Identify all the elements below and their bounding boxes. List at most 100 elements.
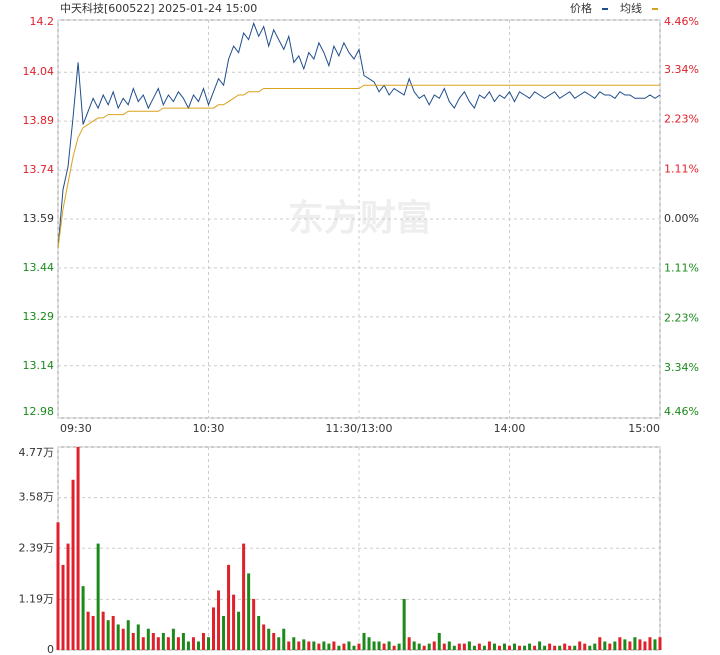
volume-bar bbox=[237, 611, 241, 650]
volume-bar bbox=[217, 590, 221, 650]
volume-bar bbox=[262, 624, 266, 650]
volume-bar bbox=[588, 645, 592, 650]
volume-bar bbox=[71, 479, 75, 650]
y-tick-label: 14.04 bbox=[23, 65, 55, 78]
y2-tick-label: 2.23% bbox=[664, 113, 699, 126]
volume-bar bbox=[382, 643, 386, 650]
volume-bar bbox=[402, 598, 406, 650]
volume-bar bbox=[487, 641, 491, 650]
volume-bar bbox=[247, 573, 251, 650]
volume-bar bbox=[171, 628, 175, 650]
volume-bar bbox=[518, 645, 522, 650]
volume-bar bbox=[196, 641, 200, 650]
volume-bar bbox=[201, 632, 205, 650]
y2-tick-label: 1.11% bbox=[664, 162, 699, 175]
volume-bar bbox=[533, 645, 537, 650]
volume-bar bbox=[613, 641, 617, 650]
volume-bar bbox=[543, 645, 547, 650]
volume-bar bbox=[437, 632, 441, 650]
x-tick-label: 15:00 bbox=[628, 422, 660, 435]
volume-bar bbox=[447, 641, 451, 650]
volume-bar bbox=[267, 628, 271, 650]
volume-bar bbox=[186, 641, 190, 650]
volume-bar bbox=[553, 645, 557, 650]
volume-bar bbox=[357, 643, 361, 650]
volume-bar bbox=[317, 643, 321, 650]
y-tick-label: 13.59 bbox=[23, 212, 55, 225]
volume-bar bbox=[372, 641, 376, 650]
volume-bar bbox=[232, 594, 236, 650]
x-tick-label: 14:00 bbox=[494, 422, 526, 435]
legend-label: 均线 bbox=[620, 1, 642, 15]
volume-bar bbox=[116, 624, 120, 650]
volume-bar bbox=[161, 632, 165, 650]
volume-bar bbox=[538, 641, 542, 650]
volume-bar bbox=[397, 643, 401, 650]
volume-bar bbox=[227, 564, 231, 650]
volume-bar bbox=[131, 632, 135, 650]
volume-bar bbox=[392, 645, 396, 650]
volume-bar bbox=[608, 643, 612, 650]
y-tick-label: 14.2 bbox=[30, 15, 55, 28]
volume-bar bbox=[91, 615, 95, 650]
volume-bar bbox=[482, 645, 486, 650]
price-line bbox=[57, 84, 660, 249]
chart-title: 中天科技[600522] 2025-01-24 15:00 bbox=[60, 1, 257, 15]
volume-bar bbox=[633, 637, 637, 650]
volume-bar bbox=[121, 628, 125, 650]
volume-bar bbox=[638, 639, 642, 650]
volume-bar bbox=[156, 637, 160, 650]
y-tick-label: 2.39万 bbox=[19, 541, 55, 554]
volume-bar bbox=[598, 637, 602, 650]
watermark: 东方财富 bbox=[288, 197, 432, 239]
volume-bar bbox=[583, 643, 587, 650]
volume-bar bbox=[282, 628, 286, 650]
volume-bar bbox=[578, 641, 582, 650]
volume-bar bbox=[367, 637, 371, 650]
volume-bar bbox=[61, 564, 65, 650]
volume-bar bbox=[212, 607, 216, 650]
volume-bar bbox=[106, 620, 110, 650]
volume-bar bbox=[207, 637, 210, 650]
volume-bar bbox=[417, 643, 421, 650]
volume-bar bbox=[252, 598, 256, 650]
volume-bar bbox=[558, 645, 562, 650]
volume-bar bbox=[377, 641, 381, 650]
x-tick-label: 09:30 bbox=[60, 422, 92, 435]
volume-bar bbox=[86, 611, 90, 650]
volume-bar bbox=[422, 645, 426, 650]
volume-bar bbox=[477, 643, 481, 650]
volume-bar bbox=[623, 639, 627, 650]
volume-bar bbox=[412, 641, 416, 650]
volume-bar bbox=[407, 637, 411, 650]
volume-bar bbox=[442, 643, 446, 650]
volume-bar bbox=[222, 615, 226, 650]
volume-bar bbox=[56, 522, 60, 650]
volume-bar bbox=[492, 643, 496, 650]
volume-bar bbox=[81, 586, 85, 650]
price-line bbox=[57, 21, 661, 249]
volume-bar bbox=[593, 643, 597, 650]
y2-tick-label: 3.34% bbox=[664, 63, 699, 76]
volume-bar bbox=[658, 637, 662, 650]
volume-bar bbox=[523, 645, 527, 650]
volume-bar bbox=[342, 643, 346, 650]
y2-tick-label: 2.23% bbox=[664, 312, 699, 325]
volume-bar bbox=[141, 637, 145, 650]
volume-bar bbox=[648, 637, 652, 650]
volume-bar bbox=[297, 641, 301, 650]
volume-bar bbox=[176, 637, 180, 650]
y-tick-label: 12.98 bbox=[23, 405, 55, 418]
volume-bar bbox=[111, 615, 115, 650]
volume-bar bbox=[427, 643, 431, 650]
volume-bar bbox=[166, 637, 170, 650]
volume-bar bbox=[618, 637, 622, 650]
volume-bar bbox=[151, 632, 155, 650]
volume-bar bbox=[257, 615, 261, 650]
volume-bar bbox=[347, 641, 351, 650]
volume-bar bbox=[502, 643, 506, 650]
volume-bar bbox=[76, 447, 80, 650]
volume-bar bbox=[272, 632, 276, 650]
volume-bar bbox=[242, 543, 246, 650]
